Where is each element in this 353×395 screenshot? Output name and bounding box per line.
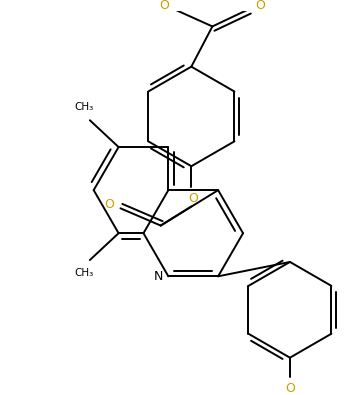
Text: O: O [104,198,114,211]
Text: O: O [285,382,295,395]
Text: O: O [255,0,265,12]
Text: O: O [160,0,169,12]
Text: N: N [154,270,163,283]
Text: CH₃: CH₃ [74,269,94,278]
Text: O: O [188,192,198,205]
Text: CH₃: CH₃ [74,102,94,112]
